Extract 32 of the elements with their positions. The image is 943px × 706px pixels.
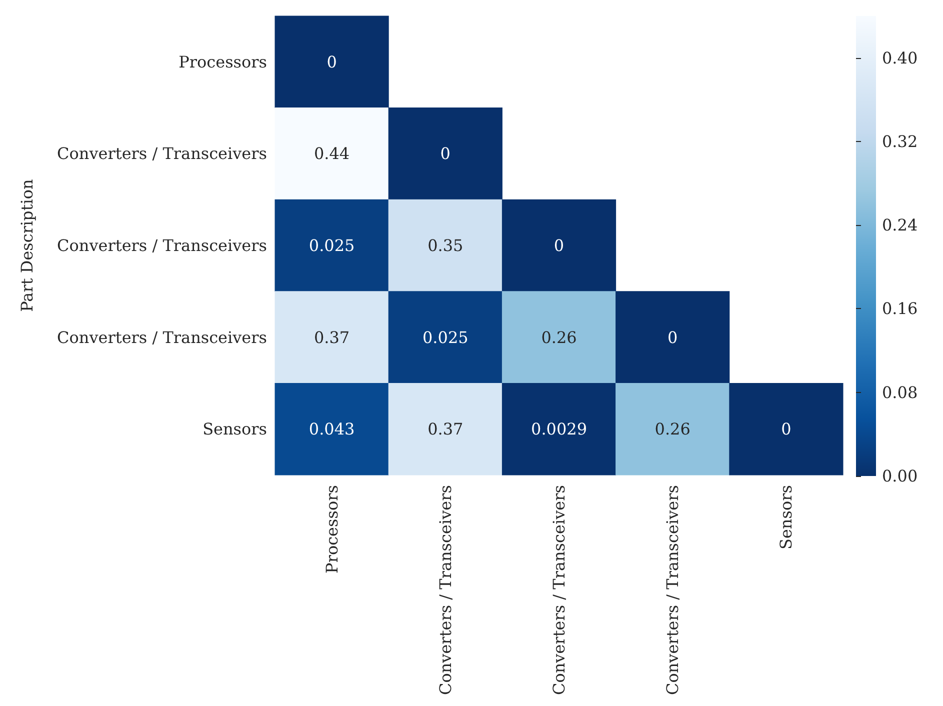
data-label: 0.37 [314,328,350,347]
y-axis-title: Part Description [18,179,36,312]
data-label: 0 [781,420,792,439]
x-tick-label: Converters / Transceivers [550,485,568,696]
x-tick-label: Converters / Transceivers [663,485,682,696]
y-tick-label: Processors [178,52,267,72]
data-label: 0.44 [314,144,350,164]
x-tick-label: Converters / Transceivers [436,485,455,696]
data-label: 0.37 [428,420,464,439]
data-label: 0.35 [428,236,464,256]
data-label: 0.26 [541,328,577,347]
y-tick-label: Converters / Transceivers [57,328,267,347]
data-label: 0 [440,144,450,164]
y-tick-label: Sensors [202,420,267,439]
color-bar-label: 0.40 [882,48,918,68]
data-label: 0.025 [308,236,355,256]
data-label: 0.0029 [531,420,587,439]
data-label: 0 [554,236,564,256]
data-label: 0.025 [422,328,468,347]
x-tick-label: Sensors [776,485,796,550]
data-label: 0.26 [654,420,690,439]
data-label: 0 [326,52,337,72]
y-tick-label: Converters / Transceivers [57,144,267,164]
data-label: 0.043 [308,420,355,439]
color-bar-label: 0.00 [882,466,918,486]
color-bar-label: 0.08 [882,382,918,402]
data-label: 0 [668,328,678,347]
color-bar-label: 0.32 [882,132,918,151]
x-tick-label: Processors [322,485,342,574]
color-bar-label: 0.24 [882,216,918,235]
y-tick-label: Converters / Transceivers [57,236,267,256]
color-bar-label: 0.16 [882,299,918,318]
